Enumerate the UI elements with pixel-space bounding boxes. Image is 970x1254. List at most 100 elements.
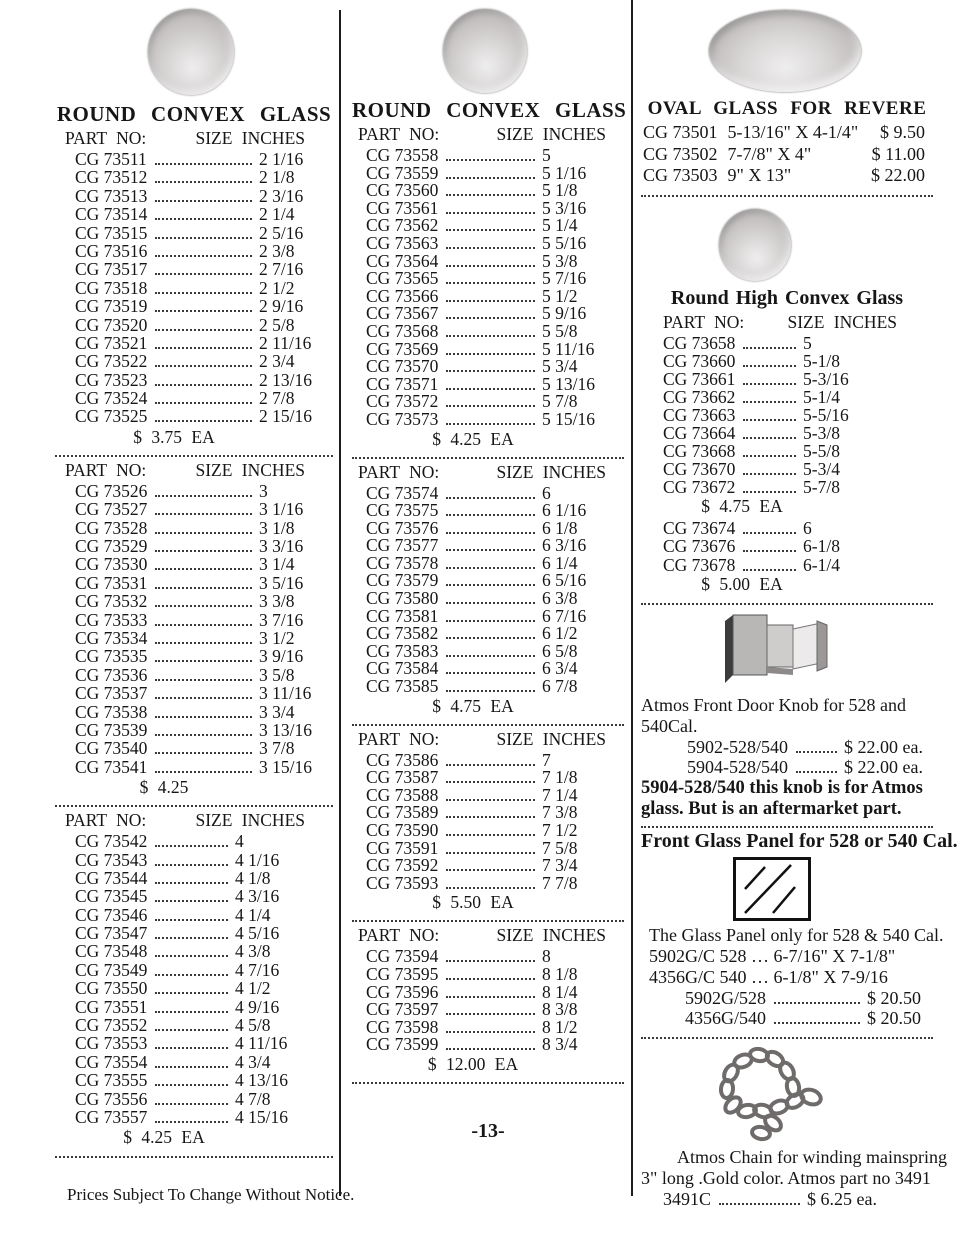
chain-price-row: 3491C $ 6.25 ea. — [641, 1189, 933, 1210]
dot-leader — [743, 436, 796, 439]
dot-leader — [155, 1047, 228, 1050]
table-row: CG 73597 8 3/8 — [366, 999, 614, 1019]
part-number: CG 73587 — [366, 767, 439, 788]
part-number: 5904-528/540 — [687, 757, 788, 778]
round-convex-glass-photo — [148, 9, 234, 95]
part-number: CG 73552 — [75, 1015, 148, 1036]
parts-table: CG 73658 5 CG 73660 5-1/8 CG 73661 5-3/1… — [641, 333, 933, 498]
price: $ 22.00 — [871, 165, 925, 185]
dot-leader — [446, 619, 535, 622]
table-row: CG 73529 3 3/16 — [75, 536, 333, 556]
table-row: CG 73523 2 13/16 — [75, 370, 333, 390]
part-number: CG 73660 — [663, 350, 736, 371]
dot-leader — [155, 568, 252, 571]
parts-block-6in: PART NO: SIZE INCHES CG 73574 6 CG 73575… — [352, 461, 624, 721]
table-row: CG 73678 6-1/4 — [663, 554, 861, 575]
parts-block-8in: PART NO: SIZE INCHES CG 73594 8 CG 73595… — [352, 924, 624, 1079]
dot-leader — [155, 678, 252, 681]
dot-leader — [446, 798, 535, 801]
table-row: CG 73514 2 1/4 — [75, 204, 333, 224]
front-glass-title: Front Glass Panel for 528 or 540 Cal. — [641, 829, 958, 852]
part-number: CG 73561 — [366, 197, 439, 218]
column-header-part: PART NO: — [65, 128, 147, 148]
size-inches: 5-5/8 — [803, 441, 840, 462]
table-row: CG 73567 5 9/16 — [366, 303, 614, 323]
size-inches: 3 7/16 — [259, 609, 304, 630]
dotted-separator — [641, 602, 933, 605]
table-row: CG 73581 6 7/16 — [366, 605, 614, 626]
part-number: CG 73596 — [366, 981, 439, 1002]
dot-leader — [446, 334, 535, 337]
table-row: CG 73590 7 1/2 — [366, 820, 614, 840]
part-number: CG 73598 — [366, 1016, 439, 1037]
size-inches: 5 3/8 — [542, 250, 578, 271]
dot-leader — [155, 586, 252, 589]
knob-caption-line2: 540Cal. — [641, 715, 698, 736]
price-line: $ 4.25 EA — [432, 428, 514, 449]
size-inches: 6 5/8 — [542, 640, 578, 661]
table-row: CG 73672 5-7/8 — [663, 477, 861, 497]
dot-leader — [743, 473, 796, 476]
size-inches: 6 — [803, 518, 812, 539]
price: $ 11.00 — [871, 143, 925, 164]
size-inches: 7-7/8" X 4" — [727, 143, 812, 164]
size-inches: 2 3/4 — [259, 351, 295, 372]
size-inches: 8 1/8 — [542, 963, 578, 984]
price: $ 20.50 — [867, 987, 921, 1008]
table-row: CG 73513 2 3/16 — [75, 186, 333, 206]
front-glass-line3: 4356G/C 540 … 6-1/8" X 7-9/16 — [649, 966, 888, 987]
table-row: CG 73542 4 — [75, 831, 305, 851]
parts-table: CG 73511 2 1/16 CG 73512 2 1/8 CG 73513 … — [55, 149, 333, 427]
size-inches: 5 1/16 — [542, 162, 587, 183]
part-number: CG 73576 — [366, 517, 439, 538]
dot-leader — [719, 1202, 801, 1205]
part-number: CG 73528 — [75, 517, 148, 538]
table-row: CG 73555 4 13/16 — [75, 1070, 305, 1090]
parts-table: CG 73574 6 CG 73575 6 1/16 CG 73576 6 1/… — [352, 482, 624, 697]
size-inches: 4 3/8 — [235, 941, 271, 962]
parts-block-4in: PART NO: SIZE INCHES CG 73542 4 CG 73543… — [55, 809, 333, 1152]
dot-leader — [155, 254, 252, 257]
part-number: CG 73573 — [366, 408, 439, 429]
dot-leader — [743, 491, 796, 494]
dot-leader — [446, 763, 535, 766]
size-inches: 3 — [259, 480, 268, 501]
part-number: CG 73581 — [366, 605, 439, 626]
part-number: CG 73525 — [75, 406, 148, 427]
table-row: CG 73534 3 1/2 — [75, 628, 333, 648]
table-row: CG 73522 2 3/4 — [75, 351, 333, 372]
left-column: ROUND CONVEX GLASS PART NO: SIZE INCHES … — [55, 0, 354, 1205]
column-header-size: SIZE INCHES — [496, 124, 606, 144]
table-row: CG 73663 5-5/16 — [663, 405, 861, 425]
table-row: CG 73582 6 1/2 — [366, 623, 614, 643]
price-line: $ 4.75 EA — [432, 695, 514, 716]
size-inches: 7 1/4 — [542, 784, 578, 805]
part-number: CG 73563 — [366, 232, 439, 253]
size-inches: 5 1/4 — [542, 215, 578, 236]
size-inches: 3 13/16 — [259, 719, 312, 740]
parts-table: CG 73674 6 CG 73676 6-1/8 CG 73678 6-1/4 — [641, 518, 933, 575]
column-header-size: SIZE INCHES — [195, 810, 305, 831]
column-divider-right — [631, 0, 633, 1196]
part-number: CG 73550 — [75, 978, 148, 999]
dot-leader — [155, 328, 252, 331]
size-inches: 2 7/8 — [259, 388, 295, 409]
dot-leader — [155, 402, 252, 405]
part-number: CG 73574 — [366, 482, 439, 503]
dot-leader — [155, 1010, 228, 1013]
dot-leader — [155, 845, 228, 848]
size-inches: 5 15/16 — [542, 408, 595, 429]
dotted-separator — [55, 805, 333, 808]
size-inches: 6-1/4 — [803, 554, 840, 575]
parts-table: CG 73526 3 CG 73527 3 1/16 CG 73528 3 1/… — [55, 480, 333, 777]
size-inches: 4 3/16 — [235, 886, 280, 907]
part-number: CG 73548 — [75, 941, 148, 962]
dot-leader — [796, 750, 838, 753]
size-inches: 5 13/16 — [542, 373, 595, 394]
table-row: CG 73537 3 11/16 — [75, 683, 333, 703]
table-row: CG 73550 4 1/2 — [75, 978, 305, 999]
size-inches: 2 5/16 — [259, 222, 304, 243]
table-row: CG 73553 4 11/16 — [75, 1033, 305, 1053]
dotted-separator — [55, 1156, 333, 1159]
size-inches: 6 1/16 — [542, 500, 587, 521]
